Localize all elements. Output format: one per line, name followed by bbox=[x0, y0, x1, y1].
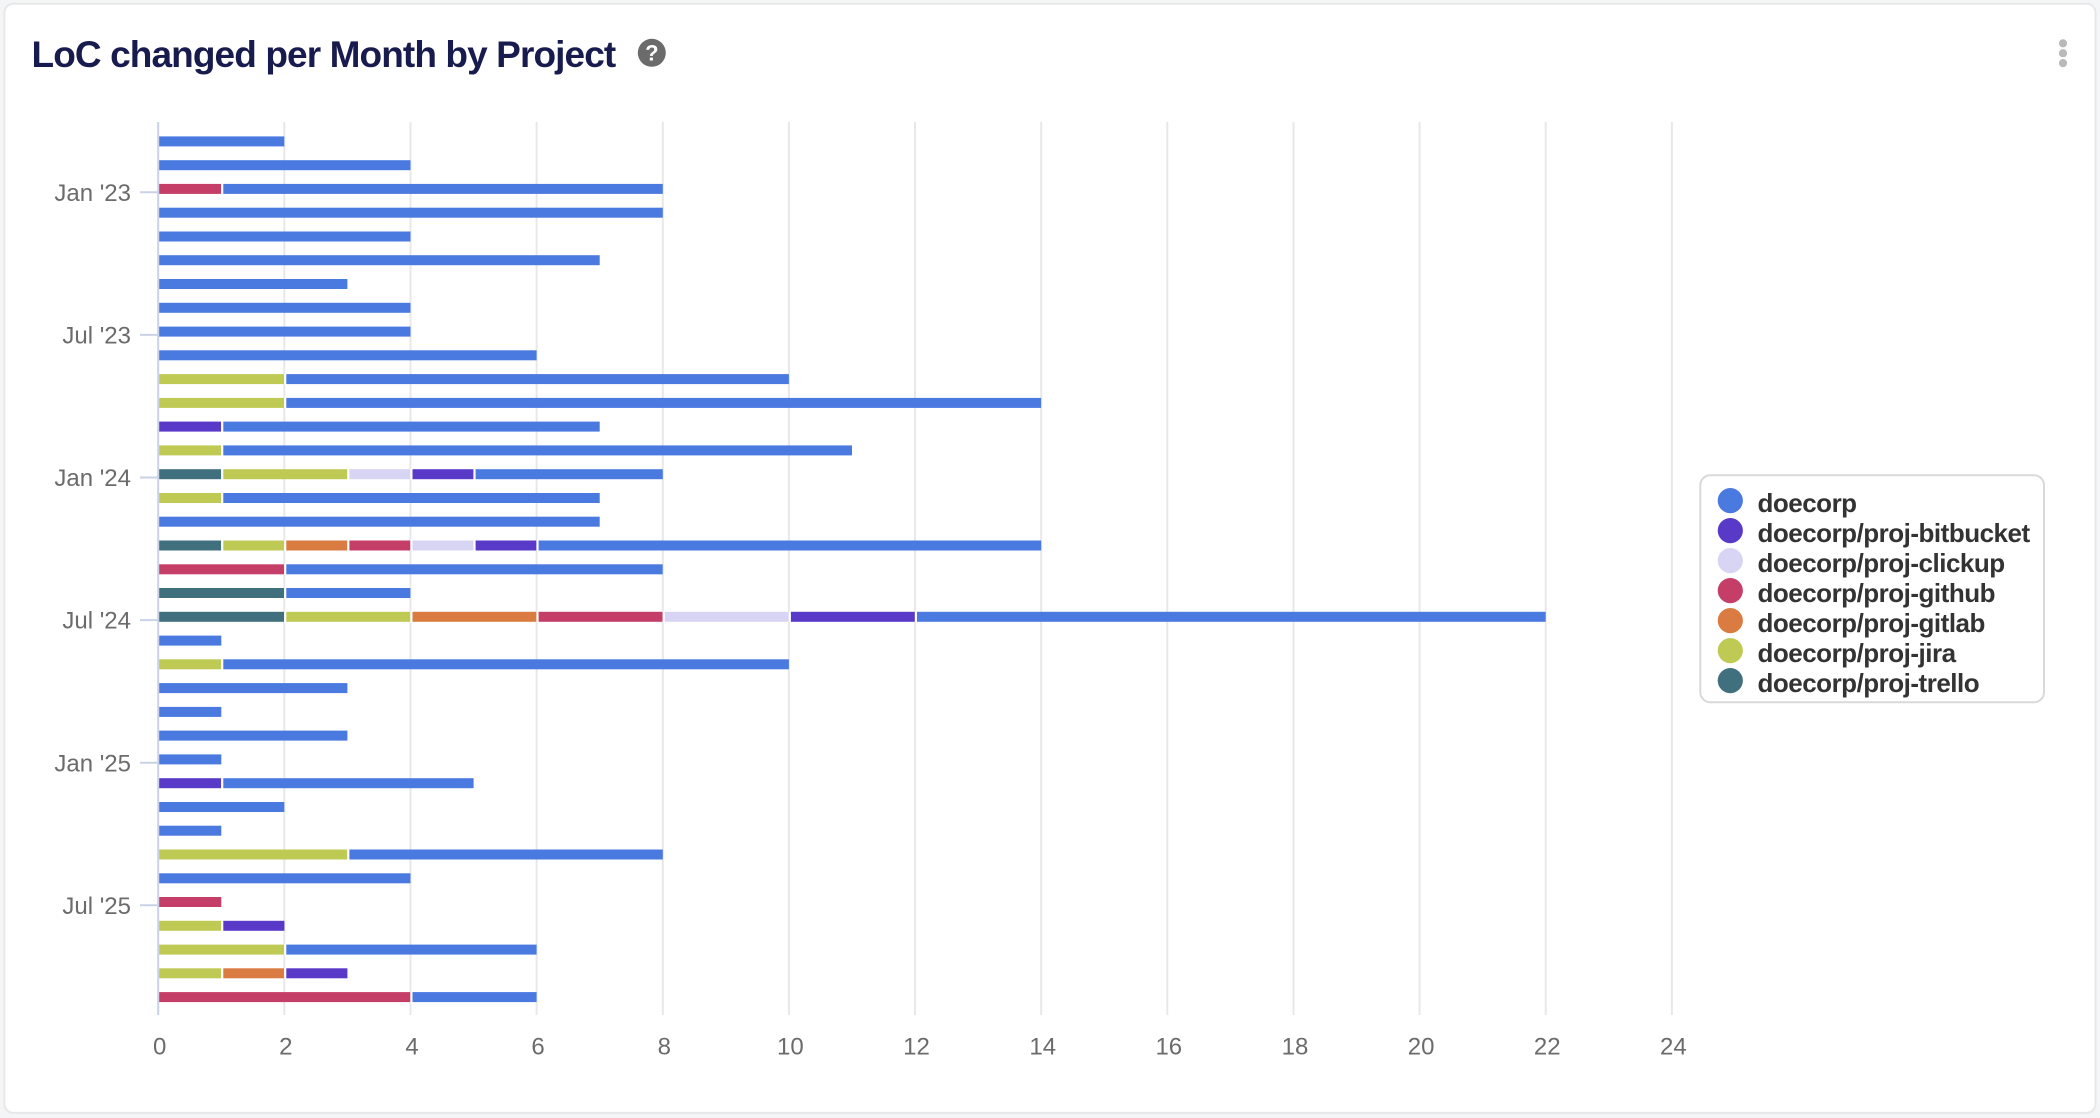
svg-text:22: 22 bbox=[1534, 1034, 1561, 1061]
svg-text:12: 12 bbox=[903, 1034, 930, 1061]
svg-text:10: 10 bbox=[777, 1034, 804, 1061]
svg-text:doecorp/proj-trello: doecorp/proj-trello bbox=[1758, 668, 1980, 698]
svg-text:doecorp/proj-gitlab: doecorp/proj-gitlab bbox=[1758, 608, 1985, 638]
svg-text:24: 24 bbox=[1660, 1034, 1687, 1061]
svg-text:?: ? bbox=[645, 41, 658, 66]
svg-text:14: 14 bbox=[1029, 1034, 1056, 1061]
svg-text:doecorp/proj-bitbucket: doecorp/proj-bitbucket bbox=[1758, 518, 2031, 548]
svg-text:LoC changed per Month by Proje: LoC changed per Month by Project bbox=[32, 34, 616, 75]
svg-text:0: 0 bbox=[153, 1034, 166, 1061]
svg-text:4: 4 bbox=[405, 1034, 418, 1061]
svg-text:20: 20 bbox=[1408, 1034, 1435, 1061]
svg-text:Jan '25: Jan '25 bbox=[54, 750, 131, 777]
svg-text:6: 6 bbox=[531, 1034, 544, 1061]
svg-text:doecorp/proj-clickup: doecorp/proj-clickup bbox=[1758, 548, 2005, 578]
svg-text:18: 18 bbox=[1282, 1034, 1309, 1061]
svg-text:Jan '23: Jan '23 bbox=[54, 180, 131, 207]
svg-text:Jul '23: Jul '23 bbox=[62, 323, 131, 350]
svg-text:doecorp: doecorp bbox=[1758, 488, 1857, 518]
svg-text:Jul '25: Jul '25 bbox=[62, 893, 131, 920]
svg-text:16: 16 bbox=[1155, 1034, 1182, 1061]
svg-text:8: 8 bbox=[658, 1034, 671, 1061]
svg-text:Jan '24: Jan '24 bbox=[54, 465, 131, 492]
svg-text:doecorp/proj-github: doecorp/proj-github bbox=[1758, 578, 1995, 608]
svg-text:doecorp/proj-jira: doecorp/proj-jira bbox=[1758, 638, 1957, 668]
svg-text:Jul '24: Jul '24 bbox=[62, 608, 131, 635]
svg-text:2: 2 bbox=[279, 1034, 292, 1061]
